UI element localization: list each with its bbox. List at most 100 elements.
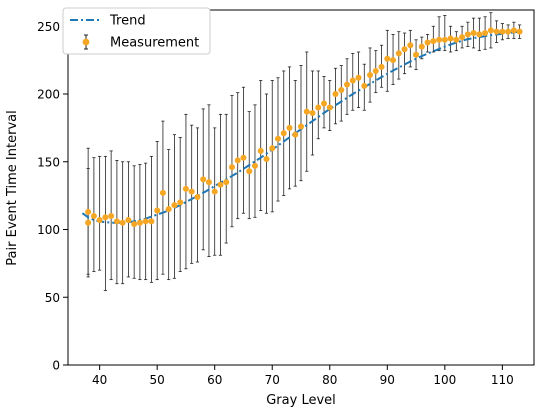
x-tick-label: 100 (433, 373, 456, 387)
measurement-point (142, 218, 149, 225)
y-tick-label: 250 (37, 20, 60, 34)
measurement-point (436, 36, 443, 43)
measurement-point (482, 30, 489, 37)
measurement-point (332, 91, 339, 98)
measurement-point (177, 199, 184, 206)
measurement-point (493, 28, 500, 35)
measurement-point (384, 55, 391, 62)
measurement-point (413, 51, 420, 58)
measurement-point (441, 36, 448, 43)
measurement-point (516, 28, 523, 35)
measurement-point (390, 57, 397, 64)
measurement-point (372, 67, 379, 74)
measurement-point (125, 217, 132, 224)
measurement-point (464, 31, 471, 38)
measurement-point (292, 131, 299, 138)
measurement-point (487, 27, 494, 34)
measurement-point (309, 109, 316, 116)
measurement-point (85, 208, 92, 215)
measurement-point (344, 81, 351, 88)
measurement-point (159, 189, 166, 196)
measurement-point (476, 31, 483, 38)
y-axis-ticks: 0 50 100 150 200 250 (37, 20, 68, 373)
measurement-point (407, 42, 414, 49)
measurement-point (188, 188, 195, 195)
measurement-point (447, 35, 454, 42)
measurement-point (90, 212, 97, 219)
measurement-point (85, 219, 92, 226)
measurement-point (338, 86, 345, 93)
x-tick-label: 60 (207, 373, 222, 387)
legend-box (62, 7, 211, 55)
measurement-point (182, 185, 189, 192)
measurement-point (453, 36, 460, 43)
y-tick-label: 100 (37, 223, 60, 237)
measurement-point (257, 147, 264, 154)
measurement-point (269, 145, 276, 152)
measurement-point (321, 100, 328, 107)
measurement-point (240, 154, 247, 161)
measurement-point (505, 28, 512, 35)
measurement-point (430, 38, 437, 45)
measurement-point (263, 156, 270, 163)
measurement-point (459, 34, 466, 41)
measurement-point (499, 28, 506, 35)
measurement-point (298, 123, 304, 130)
measurement-point (378, 63, 385, 70)
y-tick-label: 50 (45, 291, 60, 305)
measurement-point (510, 27, 517, 34)
x-tick-label: 80 (322, 373, 337, 387)
measurement-point (108, 212, 115, 219)
measurement-point (148, 218, 155, 225)
measurement-point (205, 179, 212, 186)
plot-area (67, 9, 535, 366)
measurement-point (234, 157, 241, 164)
measurement-point (349, 77, 356, 84)
legend-trend-label: Trend (109, 14, 146, 29)
measurement-point (315, 104, 322, 111)
y-tick-label: 0 (52, 359, 60, 373)
measurement-point (395, 50, 402, 57)
measurement-point (418, 43, 425, 50)
legend-measurement-label: Measurement (110, 36, 199, 51)
measurement-point (228, 164, 235, 171)
measurement-point (251, 162, 258, 169)
measurement-point (286, 124, 293, 131)
trend-group (81, 30, 520, 224)
measurement-point (367, 72, 374, 79)
trend-line (81, 30, 520, 224)
measurement-point (102, 214, 109, 221)
measurement-point (326, 104, 333, 111)
measurement-point (200, 176, 207, 183)
measurement-point (113, 218, 120, 225)
y-tick-label: 150 (37, 155, 60, 169)
measurement-point (280, 130, 287, 137)
measurement-point (194, 193, 201, 200)
x-tick-label: 40 (92, 373, 107, 387)
measurement-point (470, 30, 477, 37)
measurement-point (119, 219, 126, 226)
legend-measurement-swatch (82, 38, 90, 46)
measurement-point (211, 188, 218, 195)
measurement-point (131, 221, 138, 228)
measurement-point (165, 206, 172, 213)
x-tick-label: 110 (491, 373, 514, 387)
measurement-point (96, 217, 103, 224)
measurement-point (136, 219, 143, 226)
x-axis-label: Gray Level (266, 393, 336, 408)
measurement-point (171, 202, 178, 209)
y-tick-label: 200 (37, 88, 60, 102)
measurement-point (223, 179, 230, 186)
measurement-point (154, 207, 161, 214)
measurement-point (274, 135, 281, 142)
x-axis-ticks: 40 50 60 70 80 90 100 110 (92, 365, 514, 387)
measurement-point (303, 108, 310, 115)
measurement-points-group (85, 27, 523, 228)
x-tick-label: 50 (150, 373, 165, 387)
measurement-point (217, 181, 224, 188)
y-axis-label: Pair Event Time Interval (5, 110, 20, 265)
measurement-point (355, 74, 362, 81)
legend: Trend Measurement (62, 7, 211, 55)
